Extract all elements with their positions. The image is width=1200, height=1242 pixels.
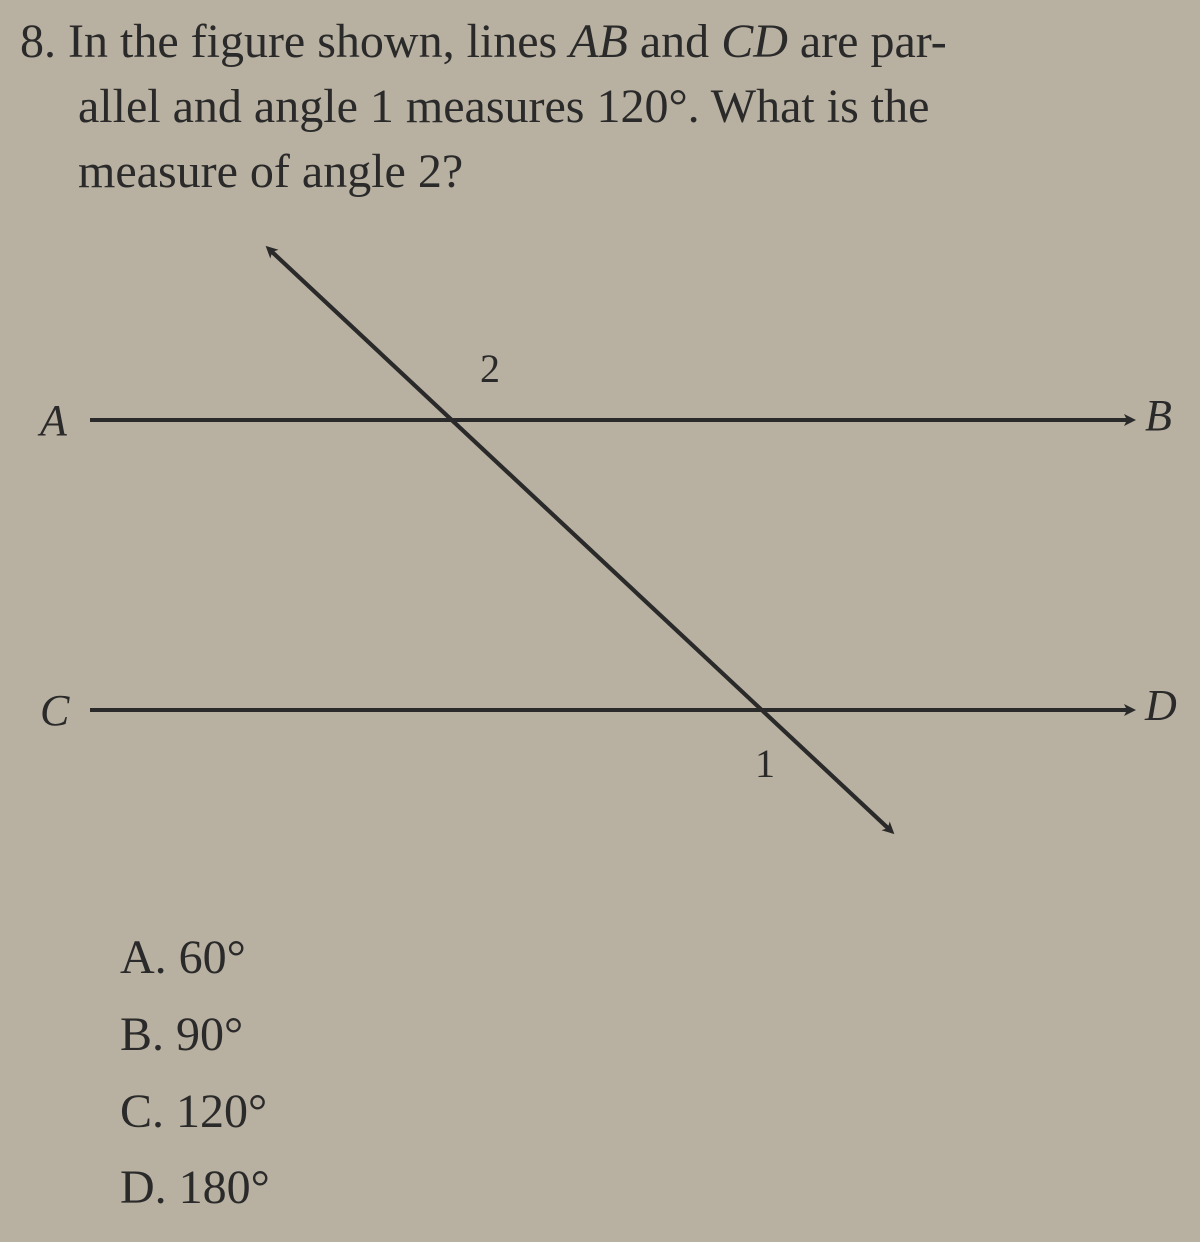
line-ab-ref: AB	[569, 15, 628, 68]
figure-svg	[70, 230, 1170, 870]
choice-d: D. 180°	[120, 1150, 270, 1227]
answer-choices: A. 60° B. 90° C. 120° D. 180°	[120, 920, 270, 1227]
label-b: B	[1145, 390, 1172, 441]
label-angle-1: 1	[755, 740, 775, 787]
worksheet-page: 8. In the figure shown, lines AB and CD …	[0, 0, 1200, 1242]
question-text: 8. In the figure shown, lines AB and CD …	[20, 10, 1190, 204]
choice-b: B. 90°	[120, 997, 270, 1074]
transversal-line-endarrow	[270, 250, 890, 830]
question-number: 8.	[20, 15, 56, 68]
geometry-figure: A B C D 2 1	[70, 230, 1170, 870]
q-segment-1b: are par-	[788, 15, 947, 68]
label-d: D	[1145, 680, 1177, 731]
choice-c: C. 120°	[120, 1074, 270, 1151]
choice-a: A. 60°	[120, 920, 270, 997]
label-angle-2: 2	[480, 345, 500, 392]
q-segment-2: allel and angle 1 measures 120°. What is…	[78, 80, 929, 133]
label-a: A	[40, 395, 67, 446]
label-c: C	[40, 685, 69, 736]
q-segment-1: In the figure shown, lines	[68, 15, 569, 68]
q-segment-mid: and	[628, 15, 721, 68]
q-segment-3: measure of angle 2?	[78, 145, 463, 198]
line-cd-ref: CD	[721, 15, 788, 68]
